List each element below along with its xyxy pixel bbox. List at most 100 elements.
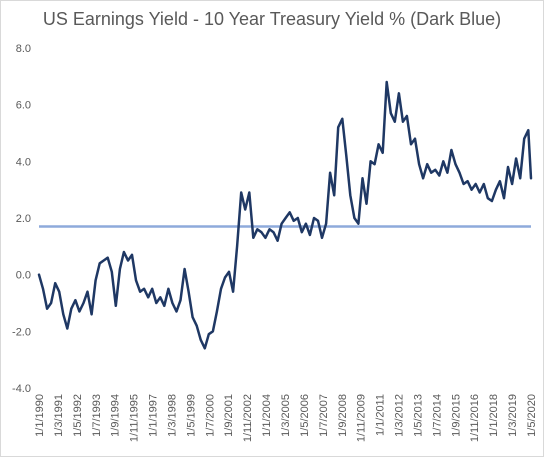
data-point xyxy=(236,245,238,248)
x-tick-label: 1/11/2016 xyxy=(469,394,481,442)
y-tick-label: 0.0 xyxy=(16,270,31,282)
data-point xyxy=(495,188,497,191)
data-point xyxy=(195,324,198,327)
x-tick-label: 1/9/1994 xyxy=(110,394,122,437)
x-tick-label: 1/3/2005 xyxy=(280,394,292,437)
data-point xyxy=(106,256,109,259)
x-tick-label: 1/5/2013 xyxy=(412,394,424,437)
data-point xyxy=(478,191,481,194)
data-point xyxy=(519,177,521,180)
data-point xyxy=(422,177,424,180)
data-point xyxy=(470,188,473,191)
data-point xyxy=(414,137,416,140)
data-point xyxy=(260,231,263,233)
data-point xyxy=(204,347,206,350)
data-point xyxy=(434,169,437,171)
data-point xyxy=(228,271,230,273)
data-point xyxy=(220,288,222,290)
data-point xyxy=(264,237,267,239)
data-point xyxy=(491,200,493,202)
x-tick-label: 1/11/2009 xyxy=(356,394,368,442)
x-tick-label: 1/7/2014 xyxy=(431,394,443,437)
data-point xyxy=(115,305,117,307)
x-tick-label: 1/9/2001 xyxy=(223,394,235,437)
data-point xyxy=(199,339,202,341)
data-point xyxy=(94,279,97,282)
data-point xyxy=(102,259,105,262)
data-point xyxy=(276,239,279,242)
data-point xyxy=(78,310,81,313)
x-tick-label: 1/1/1990 xyxy=(34,394,46,437)
data-point xyxy=(329,171,331,174)
data-point xyxy=(462,183,465,185)
data-point xyxy=(305,222,307,225)
data-point xyxy=(365,203,368,205)
data-point xyxy=(377,143,380,146)
data-point xyxy=(159,296,162,299)
data-point xyxy=(402,120,404,123)
data-point xyxy=(167,288,170,290)
y-tick-label: -2.0 xyxy=(12,326,31,338)
data-point xyxy=(458,171,461,174)
data-point xyxy=(119,268,121,270)
data-point xyxy=(353,217,356,219)
y-tick-label: 8.0 xyxy=(16,43,31,55)
data-point xyxy=(208,333,210,336)
x-tick-label: 1/3/1998 xyxy=(166,394,178,437)
data-point xyxy=(240,191,242,194)
data-point xyxy=(244,208,246,211)
x-tick-label: 1/5/2020 xyxy=(526,394,538,437)
data-point xyxy=(54,282,56,285)
y-tick-label: 4.0 xyxy=(16,156,31,168)
x-tick-label: 1/11/1995 xyxy=(129,394,141,442)
data-point xyxy=(373,163,376,165)
data-point xyxy=(135,279,137,282)
data-point xyxy=(187,290,190,293)
data-point xyxy=(131,254,133,256)
x-tick-label: 1/3/2019 xyxy=(507,394,519,437)
data-point xyxy=(385,81,388,83)
data-point xyxy=(284,217,287,219)
data-point xyxy=(499,180,501,182)
data-point xyxy=(507,166,509,168)
data-point xyxy=(123,251,125,253)
data-point xyxy=(474,183,477,185)
data-point xyxy=(143,288,145,290)
x-tick-label: 1/5/1999 xyxy=(185,394,197,437)
data-point xyxy=(191,316,194,319)
data-point xyxy=(511,183,513,185)
data-point xyxy=(42,288,44,290)
series-line xyxy=(37,80,533,350)
data-point xyxy=(38,273,40,276)
data-point xyxy=(155,302,158,304)
data-point xyxy=(147,296,149,299)
data-point xyxy=(487,197,489,199)
data-point xyxy=(256,228,259,231)
data-point xyxy=(349,194,352,197)
x-tick-label: 1/1/2018 xyxy=(488,394,500,437)
data-point xyxy=(341,118,344,120)
chart-title: US Earnings Yield - 10 Year Treasury Yie… xyxy=(42,9,502,29)
data-point xyxy=(297,217,299,219)
data-point xyxy=(175,310,178,313)
data-point xyxy=(317,220,319,222)
data-point xyxy=(268,228,271,231)
data-point xyxy=(98,262,101,265)
data-point xyxy=(530,177,532,180)
data-point xyxy=(301,231,303,233)
data-point xyxy=(216,310,218,313)
x-tick-label: 1/9/2015 xyxy=(450,394,462,437)
data-point xyxy=(430,171,433,174)
data-point xyxy=(337,126,340,129)
data-point xyxy=(151,288,153,290)
data-point xyxy=(111,271,113,273)
data-point xyxy=(325,222,327,225)
data-point xyxy=(503,197,505,199)
x-tick-label: 1/7/1993 xyxy=(91,394,103,437)
data-point xyxy=(333,194,336,197)
data-point xyxy=(515,157,517,160)
data-point xyxy=(361,177,364,180)
data-point xyxy=(50,302,52,304)
data-point xyxy=(179,299,182,302)
data-point xyxy=(127,259,129,262)
